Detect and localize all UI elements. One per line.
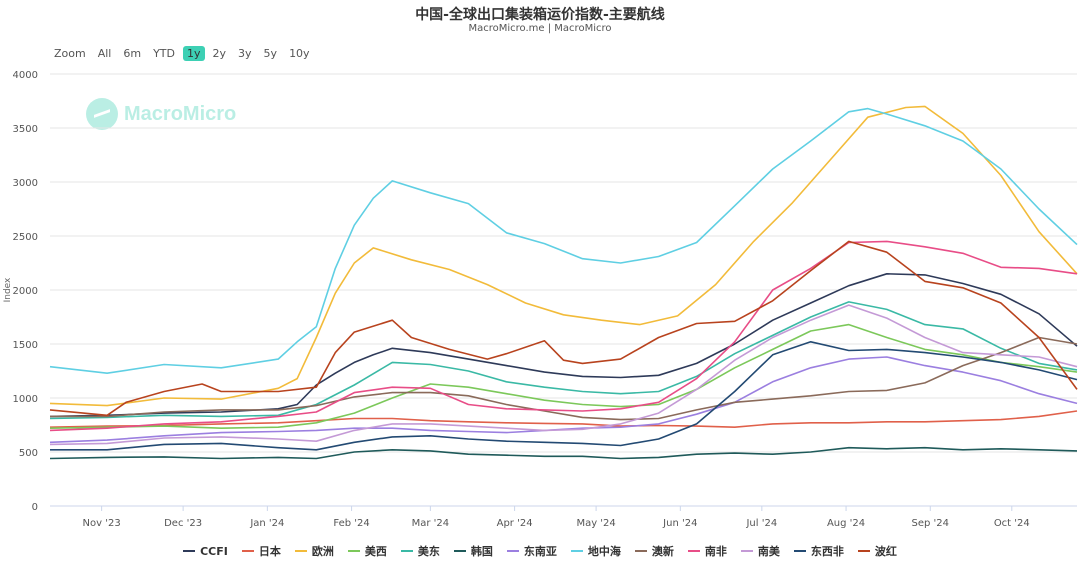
series-line-1 bbox=[49, 410, 1078, 428]
x-tick-label: Apr '24 bbox=[497, 518, 533, 529]
legend-label: 美西 bbox=[364, 545, 387, 558]
chart-subtitle: MacroMicro.me | MacroMicro bbox=[468, 23, 612, 34]
range-button-6m[interactable]: 6m bbox=[123, 47, 142, 60]
series-line-6 bbox=[49, 356, 1078, 444]
y-tick-label: 1500 bbox=[13, 340, 38, 351]
x-tick-label: Oct '24 bbox=[994, 518, 1030, 529]
series-line-10 bbox=[49, 304, 1078, 446]
legend-item-5[interactable]: 韩国 bbox=[453, 543, 493, 559]
legend-item-3[interactable]: 美西 bbox=[347, 543, 387, 559]
x-tick-label: Sep '24 bbox=[912, 518, 950, 529]
y-tick-label: 0 bbox=[32, 502, 38, 513]
range-button-2y[interactable]: 2y bbox=[212, 47, 227, 60]
x-tick-label: Feb '24 bbox=[333, 518, 369, 529]
x-tick-label: May '24 bbox=[576, 518, 615, 529]
x-tick-label: Jun '24 bbox=[662, 518, 697, 529]
legend-label: 南美 bbox=[757, 545, 780, 558]
legend-item-4[interactable]: 美东 bbox=[400, 543, 440, 559]
x-tick-label: Jul '24 bbox=[745, 518, 777, 529]
legend-swatch bbox=[687, 550, 700, 552]
legend-label: 韩国 bbox=[470, 545, 493, 558]
legend-label: 美东 bbox=[417, 545, 440, 558]
chart-title: 中国-全球出口集装箱运价指数-主要航线 bbox=[415, 7, 665, 23]
range-button-zoom: Zoom bbox=[54, 47, 86, 60]
series-line-2 bbox=[49, 105, 1078, 407]
x-tick-label: Aug '24 bbox=[827, 518, 865, 529]
x-tick-label: Mar '24 bbox=[412, 518, 450, 529]
legend-label: 地中海 bbox=[587, 545, 621, 558]
series-line-4 bbox=[49, 301, 1078, 420]
legend: CCFI 日本 欧洲 美西 美东 韩国 东南亚 地中海 澳新 南非 南美 东西非 波红 bbox=[0, 543, 1080, 559]
macromicro-logo-icon bbox=[86, 98, 118, 130]
x-tick-label: Jan '24 bbox=[249, 518, 284, 529]
watermark: MacroMicro bbox=[86, 98, 236, 130]
series-line-3 bbox=[49, 323, 1078, 429]
series-line-9 bbox=[49, 240, 1078, 432]
line-chart: 0 500 1000 1500 2000 2500 3000 3500 4000 Index Nov… bbox=[3, 70, 1078, 529]
legend-swatch bbox=[241, 550, 254, 552]
watermark-text: MacroMicro bbox=[124, 102, 237, 125]
legend-swatch bbox=[183, 550, 196, 552]
y-tick-label: 2000 bbox=[13, 286, 38, 297]
legend-swatch bbox=[570, 550, 583, 552]
legend-swatch bbox=[400, 550, 413, 552]
range-button-all[interactable]: All bbox=[97, 47, 112, 60]
range-button-3y[interactable]: 3y bbox=[238, 47, 252, 60]
legend-item-12[interactable]: 波红 bbox=[857, 543, 897, 559]
y-tick-label: 1000 bbox=[13, 394, 38, 405]
legend-swatch bbox=[740, 550, 753, 552]
legend-label: 东西非 bbox=[810, 545, 844, 558]
y-axis-label: Index bbox=[3, 277, 13, 302]
legend-label: 东南亚 bbox=[523, 545, 557, 558]
legend-swatch bbox=[857, 550, 870, 552]
legend-item-9[interactable]: 南非 bbox=[687, 543, 727, 559]
legend-item-1[interactable]: 日本 bbox=[241, 543, 281, 559]
legend-label: CCFI bbox=[200, 544, 228, 558]
series-line-5 bbox=[49, 446, 1078, 460]
range-selector: Zoom All 6m YTD 1y 2y 3y 5y 10y bbox=[50, 46, 314, 61]
legend-swatch bbox=[294, 550, 307, 552]
legend-swatch bbox=[453, 550, 466, 552]
legend-label: 南非 bbox=[704, 545, 727, 558]
range-button-10y[interactable]: 10y bbox=[289, 47, 310, 60]
range-button-5y[interactable]: 5y bbox=[263, 47, 278, 60]
legend-swatch bbox=[347, 550, 360, 552]
legend-item-0[interactable]: CCFI bbox=[183, 543, 228, 559]
legend-swatch bbox=[506, 550, 519, 552]
series-line-0 bbox=[49, 273, 1078, 418]
y-tick-label: 2500 bbox=[13, 232, 38, 243]
y-tick-label: 3500 bbox=[13, 124, 38, 135]
legend-item-10[interactable]: 南美 bbox=[740, 543, 780, 559]
y-tick-label: 500 bbox=[19, 448, 38, 459]
x-tick-label: Nov '23 bbox=[83, 518, 121, 529]
series-line-7 bbox=[49, 107, 1078, 374]
legend-swatch bbox=[793, 550, 806, 552]
legend-label: 波红 bbox=[874, 545, 897, 558]
legend-item-7[interactable]: 地中海 bbox=[570, 543, 621, 559]
series-line-8 bbox=[50, 336, 1078, 421]
legend-label: 欧洲 bbox=[311, 545, 334, 558]
legend-swatch bbox=[634, 550, 647, 552]
legend-item-6[interactable]: 东南亚 bbox=[506, 543, 557, 559]
series-line-12 bbox=[49, 240, 1078, 417]
range-button-1y[interactable]: 1y bbox=[183, 46, 205, 61]
y-tick-label: 4000 bbox=[13, 70, 38, 81]
y-tick-label: 3000 bbox=[13, 178, 38, 189]
legend-item-11[interactable]: 东西非 bbox=[793, 543, 844, 559]
legend-label: 日本 bbox=[258, 545, 281, 558]
range-button-ytd[interactable]: YTD bbox=[153, 47, 175, 60]
legend-label: 澳新 bbox=[651, 545, 674, 558]
series-line-11 bbox=[50, 341, 1078, 451]
x-tick-label: Dec '23 bbox=[164, 518, 202, 529]
legend-item-2[interactable]: 欧洲 bbox=[294, 543, 334, 559]
legend-item-8[interactable]: 澳新 bbox=[634, 543, 674, 559]
